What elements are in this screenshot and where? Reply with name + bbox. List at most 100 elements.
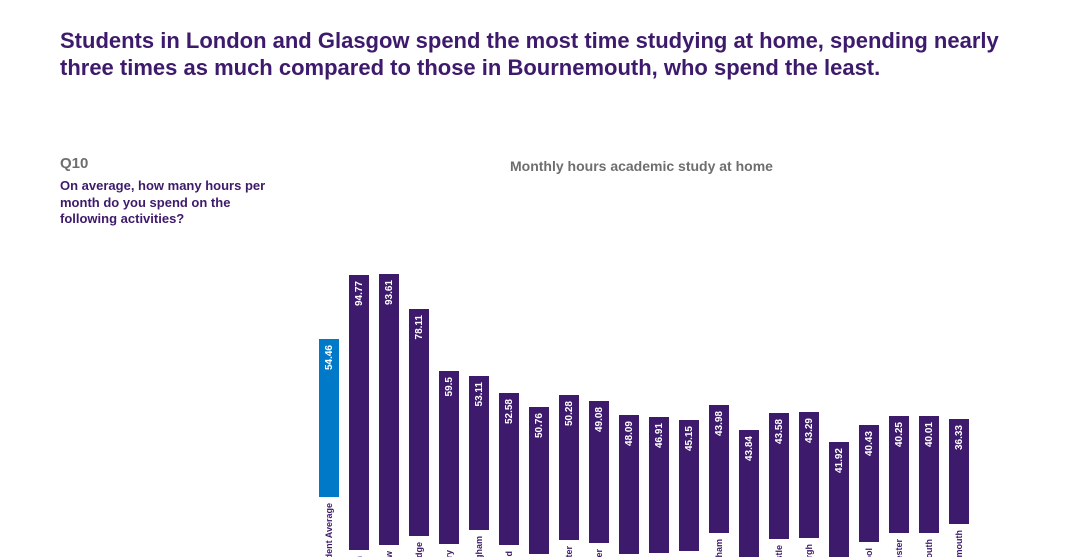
- bar-slot: 50.76: [529, 264, 549, 554]
- bar: 59.5: [439, 371, 459, 544]
- bar-chart: 54.46 UK Student Average 94.77London 93.61 G…: [314, 189, 974, 557]
- bar: 43.58: [769, 413, 789, 539]
- bar-slot: 40.25: [889, 243, 909, 533]
- bar-column: 93.61 Glasgow: [374, 189, 404, 557]
- bar-column: 36.33Bournemouth: [944, 189, 974, 557]
- bar-column: 40.25 Manchester: [884, 189, 914, 557]
- bar-slot: 59.5: [439, 254, 459, 544]
- x-axis-label: UK Student Average: [324, 503, 334, 557]
- bar-column: 46.91Oxford: [644, 189, 674, 557]
- bar-value-label: 52.58: [504, 399, 515, 424]
- bar-column: 94.77London: [344, 189, 374, 557]
- bar-column: 59.5 Coventry: [434, 189, 464, 557]
- bar-column: 50.28 Lancaster: [554, 189, 584, 557]
- bar-slot: 52.58: [499, 255, 519, 545]
- bar-value-label: 49.08: [594, 407, 605, 432]
- x-axis-label: Liverpool: [864, 548, 874, 557]
- bar-column: 43.29 Edinburgh: [794, 189, 824, 557]
- bar-column: 78.11 Cambridge: [404, 189, 434, 557]
- bar-column: 48.09Bristol: [614, 189, 644, 557]
- x-axis-label: Glasgow: [384, 551, 394, 557]
- bar-value-label: 54.46: [324, 345, 335, 370]
- bar: 41.92: [829, 442, 849, 557]
- bar-value-label: 93.61: [384, 280, 395, 305]
- bar-column: 45.15Lincoln: [674, 189, 704, 557]
- bar: 40.43: [859, 425, 879, 542]
- bar-slot: 40.01: [919, 243, 939, 533]
- x-axis-label: Leicester: [594, 549, 604, 557]
- bar-value-label: 40.01: [924, 422, 935, 447]
- bar-slot: 49.08: [589, 253, 609, 543]
- bar-value-label: 43.58: [774, 419, 785, 444]
- bar-slot: 43.84: [739, 267, 759, 557]
- bar-value-label: 53.11: [474, 382, 485, 406]
- bar: 49.08: [589, 401, 609, 543]
- bar-slot: 93.61: [379, 255, 399, 545]
- bar-column: 40.01 Portsmouth: [914, 189, 944, 557]
- bar-slot: 50.28: [559, 250, 579, 540]
- x-axis-label: Edinburgh: [804, 544, 814, 557]
- x-axis-label: Newcastle: [774, 545, 784, 557]
- bar-slot: 45.15: [679, 261, 699, 551]
- bar-slot: 46.91: [649, 263, 669, 553]
- bar-column: 54.46 UK Student Average: [314, 189, 344, 557]
- x-axis-label: Sheffield: [504, 551, 514, 557]
- bar: 78.11: [409, 309, 429, 536]
- bar-slot: 43.58: [769, 249, 789, 539]
- bar-slot: 48.09: [619, 264, 639, 554]
- x-axis-label: Lancaster: [564, 546, 574, 557]
- bar: 46.91: [649, 417, 669, 553]
- bar-value-label: 94.77: [354, 281, 365, 306]
- bar: 50.28: [559, 395, 579, 541]
- bar-column: 43.98 Nottingham: [704, 189, 734, 557]
- bar-value-label: 50.76: [534, 413, 545, 438]
- bar-column: 43.84Leeds: [734, 189, 764, 557]
- bar-column: 50.76Cardiff: [524, 189, 554, 557]
- bar-column: 53.11 Birmingham: [464, 189, 494, 557]
- bar: 48.09: [619, 415, 639, 554]
- bar-column: 52.58 Sheffield: [494, 189, 524, 557]
- bar-slot: 43.98: [709, 243, 729, 533]
- bar-value-label: 43.84: [744, 436, 755, 461]
- x-axis-label: Nottingham: [714, 539, 724, 557]
- bar-value-label: 36.33: [954, 425, 965, 450]
- bar-value-label: 48.09: [624, 421, 635, 446]
- x-axis-label: Cambridge: [414, 542, 424, 557]
- bar-column: 49.08 Leicester: [584, 189, 614, 557]
- x-axis-label: Birmingham: [474, 536, 484, 557]
- bar-slot: 36.33: [949, 234, 969, 524]
- bar-value-label: 50.28: [564, 401, 575, 426]
- bar-value-label: 40.43: [864, 431, 875, 456]
- bar-highlight: 54.46: [319, 339, 339, 497]
- bar: 45.15: [679, 420, 699, 551]
- bar-slot: 94.77: [349, 260, 369, 550]
- bar: 36.33: [949, 419, 969, 524]
- x-axis-label: Portsmouth: [924, 539, 934, 557]
- x-axis-label: Manchester: [894, 539, 904, 557]
- bar: 53.11: [469, 376, 489, 530]
- bar-value-label: 45.15: [684, 426, 695, 451]
- bar: 94.77: [349, 275, 369, 550]
- bar-column: 41.92York: [824, 189, 854, 557]
- bar-value-label: 43.98: [714, 411, 725, 436]
- chart-title: Monthly hours academic study at home: [510, 158, 773, 174]
- bar: 43.29: [799, 412, 819, 538]
- bar-value-label: 41.92: [834, 448, 845, 473]
- bar: 50.76: [529, 407, 549, 554]
- bar-slot: 53.11: [469, 240, 489, 530]
- bar-slot: 54.46: [319, 207, 339, 497]
- x-axis-label: Coventry: [444, 550, 454, 557]
- question-number: Q10: [60, 155, 270, 172]
- bar: 40.01: [919, 416, 939, 532]
- bar-column: 40.43 Liverpool: [854, 189, 884, 557]
- bar-value-label: 46.91: [654, 423, 665, 448]
- bar: 93.61: [379, 274, 399, 545]
- bar-value-label: 59.5: [444, 377, 455, 396]
- bar-column: 43.58 Newcastle: [764, 189, 794, 557]
- question-text: On average, how many hours per month do …: [60, 178, 270, 228]
- bar: 43.84: [739, 430, 759, 557]
- headline: Students in London and Glasgow spend the…: [60, 28, 1038, 82]
- bar-slot: 43.29: [799, 248, 819, 538]
- bar-slot: 41.92: [829, 274, 849, 557]
- bar: 43.98: [709, 405, 729, 533]
